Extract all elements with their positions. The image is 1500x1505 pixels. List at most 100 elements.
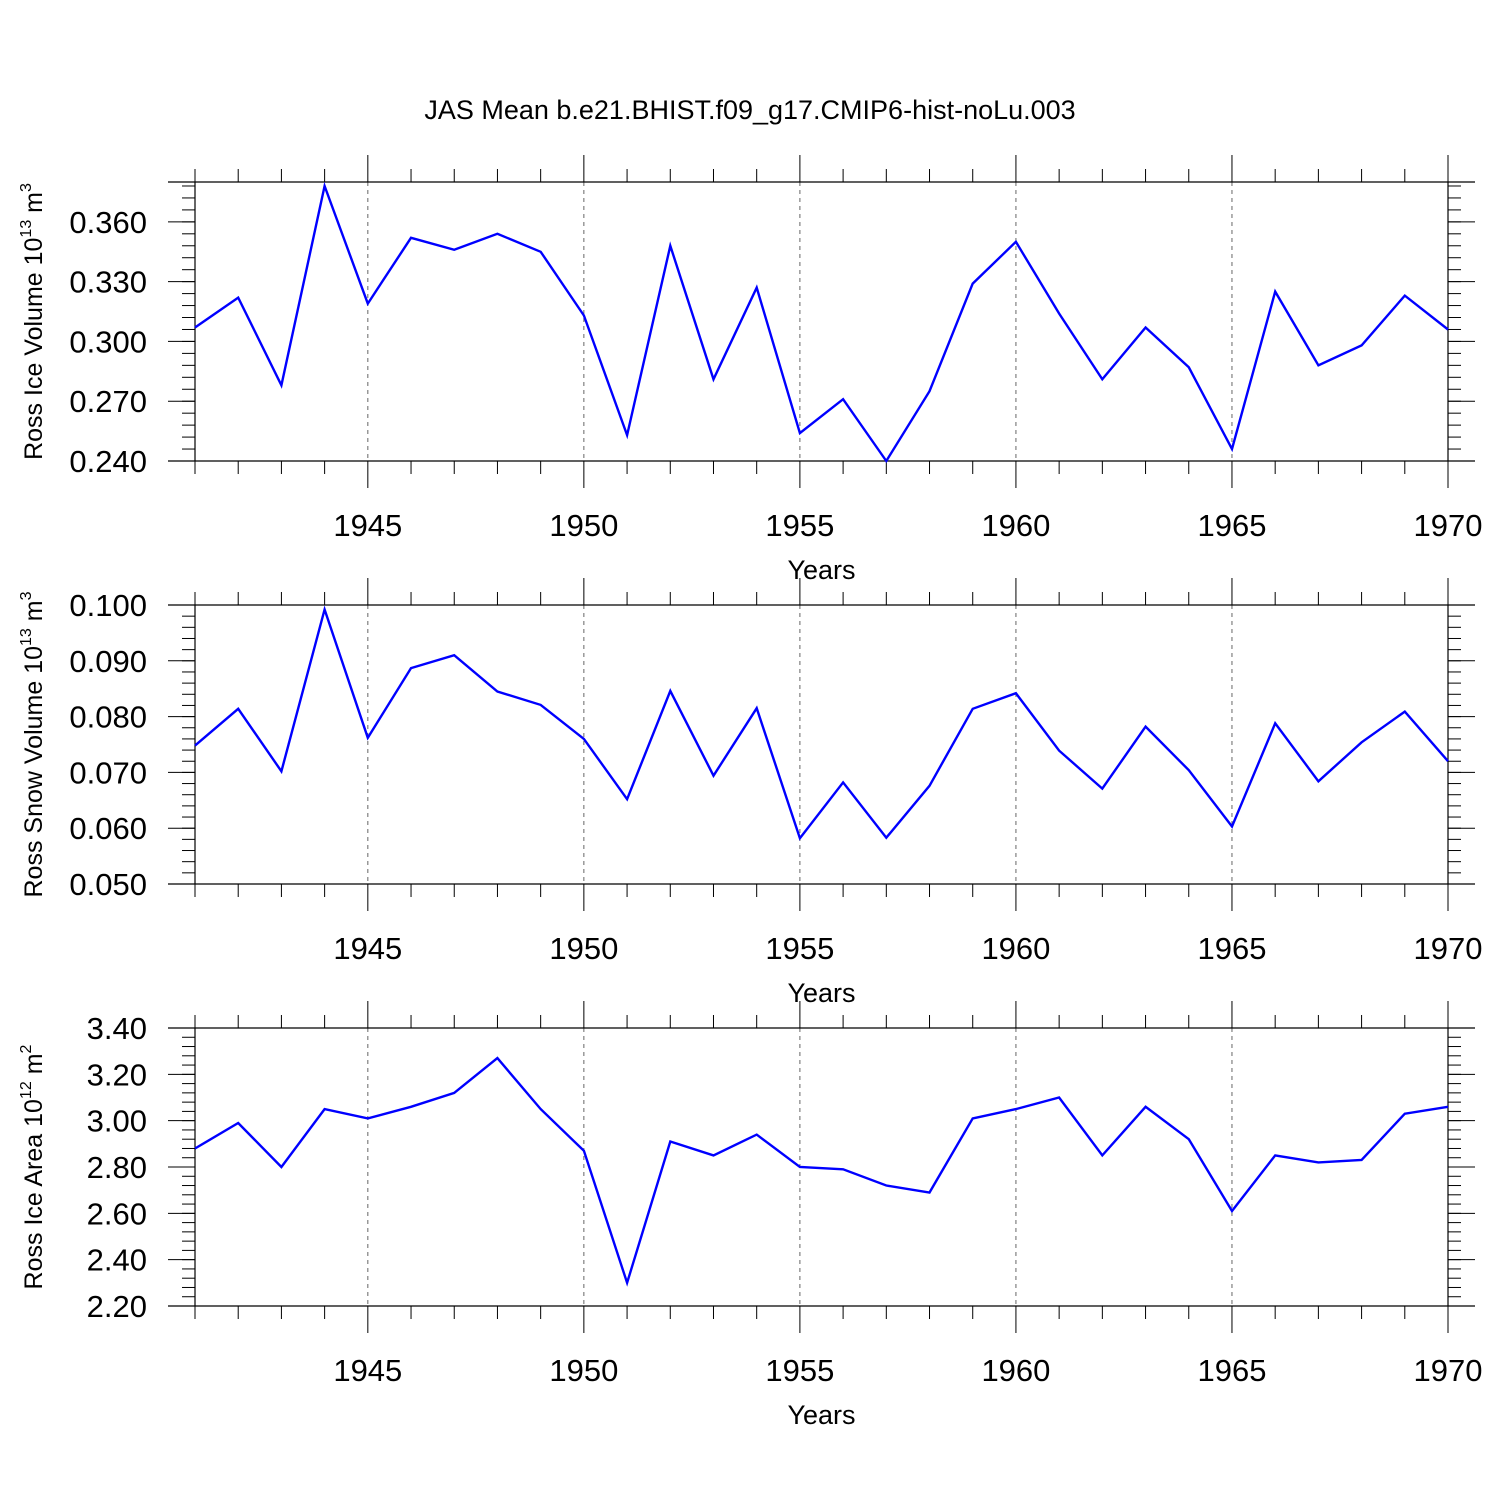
data-point [280, 384, 282, 386]
data-point [755, 1133, 757, 1135]
data-point [885, 836, 887, 838]
x-tick-label: 1950 [549, 508, 618, 543]
data-point [496, 233, 498, 235]
data-point [1447, 1106, 1449, 1108]
x-tick-label: 1965 [1197, 508, 1266, 543]
data-point [1360, 1159, 1362, 1161]
y-tick-label: 0.100 [69, 588, 147, 623]
y-label-unit: m [20, 600, 48, 628]
data-point [1404, 294, 1406, 296]
data-point [1188, 1138, 1190, 1140]
y-tick-label: 0.070 [69, 755, 147, 790]
data-point [799, 837, 801, 839]
data-point [1058, 1096, 1060, 1098]
x-tick-label: 1960 [981, 1353, 1050, 1388]
y-label-exponent: 12 [18, 1081, 35, 1099]
y-tick-label: 2.60 [87, 1196, 147, 1231]
y-tick-label: 2.20 [87, 1289, 147, 1324]
data-point [799, 1166, 801, 1168]
data-point [583, 738, 585, 740]
y-tick-label: 0.080 [69, 700, 147, 735]
chart-panel-3: 1945 1950 1955 1960 1965 1970 2.20 2.40 2.60 2.80… [18, 1001, 1482, 1430]
y-axis-label: Ross Snow Volume 1013 m3 [18, 591, 48, 897]
x-tick-label: 1960 [981, 508, 1050, 543]
data-point [626, 1282, 628, 1284]
y-axis-label: Ross Ice Volume 1013 m3 [18, 183, 48, 460]
data-point [712, 378, 714, 380]
y-label-unit: m [20, 1053, 48, 1081]
data-point [194, 744, 196, 746]
data-point [1274, 722, 1276, 724]
data-point [1015, 241, 1017, 243]
y-label-exponent: 13 [18, 628, 35, 646]
data-point [1317, 364, 1319, 366]
data-point [1404, 1113, 1406, 1115]
y-tick-label: 3.20 [87, 1057, 147, 1092]
data-point [928, 785, 930, 787]
y-label-unit-exponent: 2 [18, 1044, 35, 1053]
data-point [928, 390, 930, 392]
data-point [539, 251, 541, 253]
data-point [712, 775, 714, 777]
data-point [626, 434, 628, 436]
series-line-1 [194, 605, 1449, 841]
data-point [539, 1108, 541, 1110]
data-point [972, 708, 974, 710]
data-point [755, 707, 757, 709]
data-point [1144, 725, 1146, 727]
y-tick-label: 0.270 [69, 384, 147, 419]
y-label-unit: m [20, 192, 48, 220]
data-point [1274, 290, 1276, 292]
y-label-unit-exponent: 3 [18, 591, 35, 600]
data-point [237, 296, 239, 298]
y-tick-label: 0.240 [69, 444, 147, 479]
data-point [842, 781, 844, 783]
data-point [669, 690, 671, 692]
data-point [928, 1191, 930, 1193]
data-point [367, 302, 369, 304]
data-point [1360, 344, 1362, 346]
data-point [842, 1168, 844, 1170]
data-point [583, 314, 585, 316]
data-point [1101, 787, 1103, 789]
data-point [410, 1106, 412, 1108]
y-label-base: Ross Ice Volume 10 [20, 238, 48, 460]
data-point [1231, 448, 1233, 450]
data-point [1058, 749, 1060, 751]
y-axis-label: Ross Ice Area 1012 m2 [18, 1044, 48, 1289]
data-point [1188, 366, 1190, 368]
data-point [885, 460, 887, 462]
data-point [280, 770, 282, 772]
data-point [367, 1117, 369, 1119]
data-point [496, 1057, 498, 1059]
chart-panel-1: 1945 1950 1955 1960 1965 1970 0.240 0.270 0.300 0… [18, 155, 1482, 585]
data-point [669, 1140, 671, 1142]
x-tick-label: 1950 [549, 1353, 618, 1388]
data-point [1101, 378, 1103, 380]
y-tick-label: 2.80 [87, 1150, 147, 1185]
data-point [972, 1117, 974, 1119]
y-tick-label: 3.40 [87, 1011, 147, 1046]
data-point [1231, 825, 1233, 827]
x-tick-label: 1965 [1197, 931, 1266, 966]
data-point [453, 249, 455, 251]
data-point [323, 1108, 325, 1110]
chart-panel-2: 1945 1950 1955 1960 1965 1970 0.050 0.060 0.070 0… [18, 578, 1482, 1008]
y-label-unit-exponent: 3 [18, 183, 35, 192]
data-point [237, 1122, 239, 1124]
data-point [1144, 326, 1146, 328]
x-tick-label: 1945 [333, 1353, 402, 1388]
x-tick-label: 1970 [1414, 508, 1483, 543]
x-tick-label: 1970 [1414, 1353, 1483, 1388]
data-point [453, 654, 455, 656]
data-point [496, 690, 498, 692]
y-tick-label: 0.060 [69, 811, 147, 846]
x-tick-label: 1945 [333, 931, 402, 966]
x-tick-label: 1970 [1414, 931, 1483, 966]
data-point [237, 708, 239, 710]
x-axis-label: Years [787, 978, 855, 1008]
x-tick-label: 1945 [333, 508, 402, 543]
data-point [669, 245, 671, 247]
